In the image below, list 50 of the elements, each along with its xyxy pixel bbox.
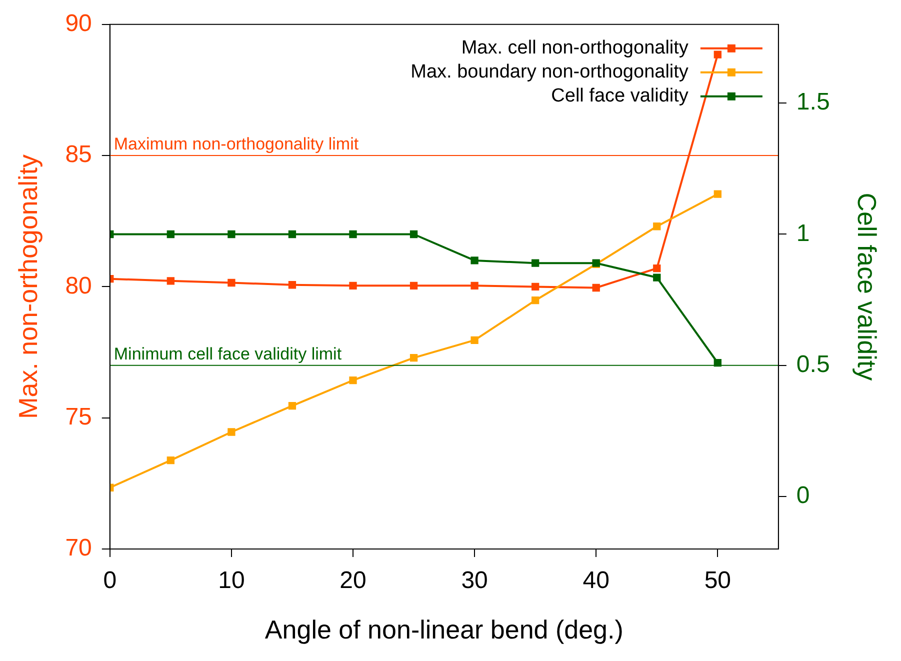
point — [592, 284, 600, 292]
y-tick-label: 80 — [65, 272, 92, 300]
point — [470, 336, 478, 344]
point — [532, 282, 540, 291]
y-tick-label: 70 — [65, 534, 92, 562]
point — [228, 428, 236, 436]
y2-tick-label: 0.5 — [796, 351, 830, 378]
ref-line-label: Maximum non-orthogonality limit — [114, 134, 359, 154]
y-tick-label: 85 — [65, 141, 92, 168]
point — [349, 230, 357, 238]
point — [410, 230, 418, 238]
x-tick-label: 20 — [340, 567, 366, 594]
legend-label: Cell face validity — [551, 86, 689, 107]
point — [228, 230, 236, 238]
point — [410, 282, 418, 290]
x-tick-label: 10 — [218, 567, 245, 594]
point — [532, 296, 540, 304]
point — [288, 402, 296, 410]
y2-tick-label: 0 — [796, 482, 810, 510]
point — [653, 274, 661, 282]
point — [288, 230, 296, 238]
point — [349, 376, 357, 384]
legend-label: Max. boundary non-orthogonality — [410, 62, 689, 83]
x-tick-label: 0 — [103, 567, 117, 594]
point — [470, 282, 478, 290]
legend-label: Max. cell non-orthogonality — [461, 38, 689, 59]
point — [714, 50, 722, 58]
y2-tick-label: 1 — [796, 220, 810, 247]
point — [228, 278, 236, 287]
point — [532, 259, 540, 267]
point — [166, 230, 174, 238]
point — [349, 282, 357, 290]
x-axis-title: Angle of non-linear bend (deg.) — [264, 614, 624, 645]
point — [288, 281, 296, 289]
point — [653, 264, 661, 272]
point — [166, 277, 174, 285]
point — [714, 190, 722, 198]
x-tick-label: 50 — [704, 567, 732, 594]
y2-axis-title: Cell face validity — [852, 192, 882, 381]
point — [166, 456, 174, 464]
point — [653, 222, 661, 230]
x-tick-label: 30 — [461, 567, 488, 594]
y-tick-label: 90 — [65, 10, 92, 38]
point — [410, 354, 418, 362]
y-axis-title: Max. non-orthogonality — [12, 154, 43, 419]
x-tick-label: 40 — [582, 567, 610, 594]
point — [470, 256, 478, 264]
y-tick-label: 75 — [65, 403, 92, 430]
y2-tick-label: 1.5 — [796, 88, 830, 116]
ref-line-label: Minimum cell face validity limit — [114, 344, 342, 364]
